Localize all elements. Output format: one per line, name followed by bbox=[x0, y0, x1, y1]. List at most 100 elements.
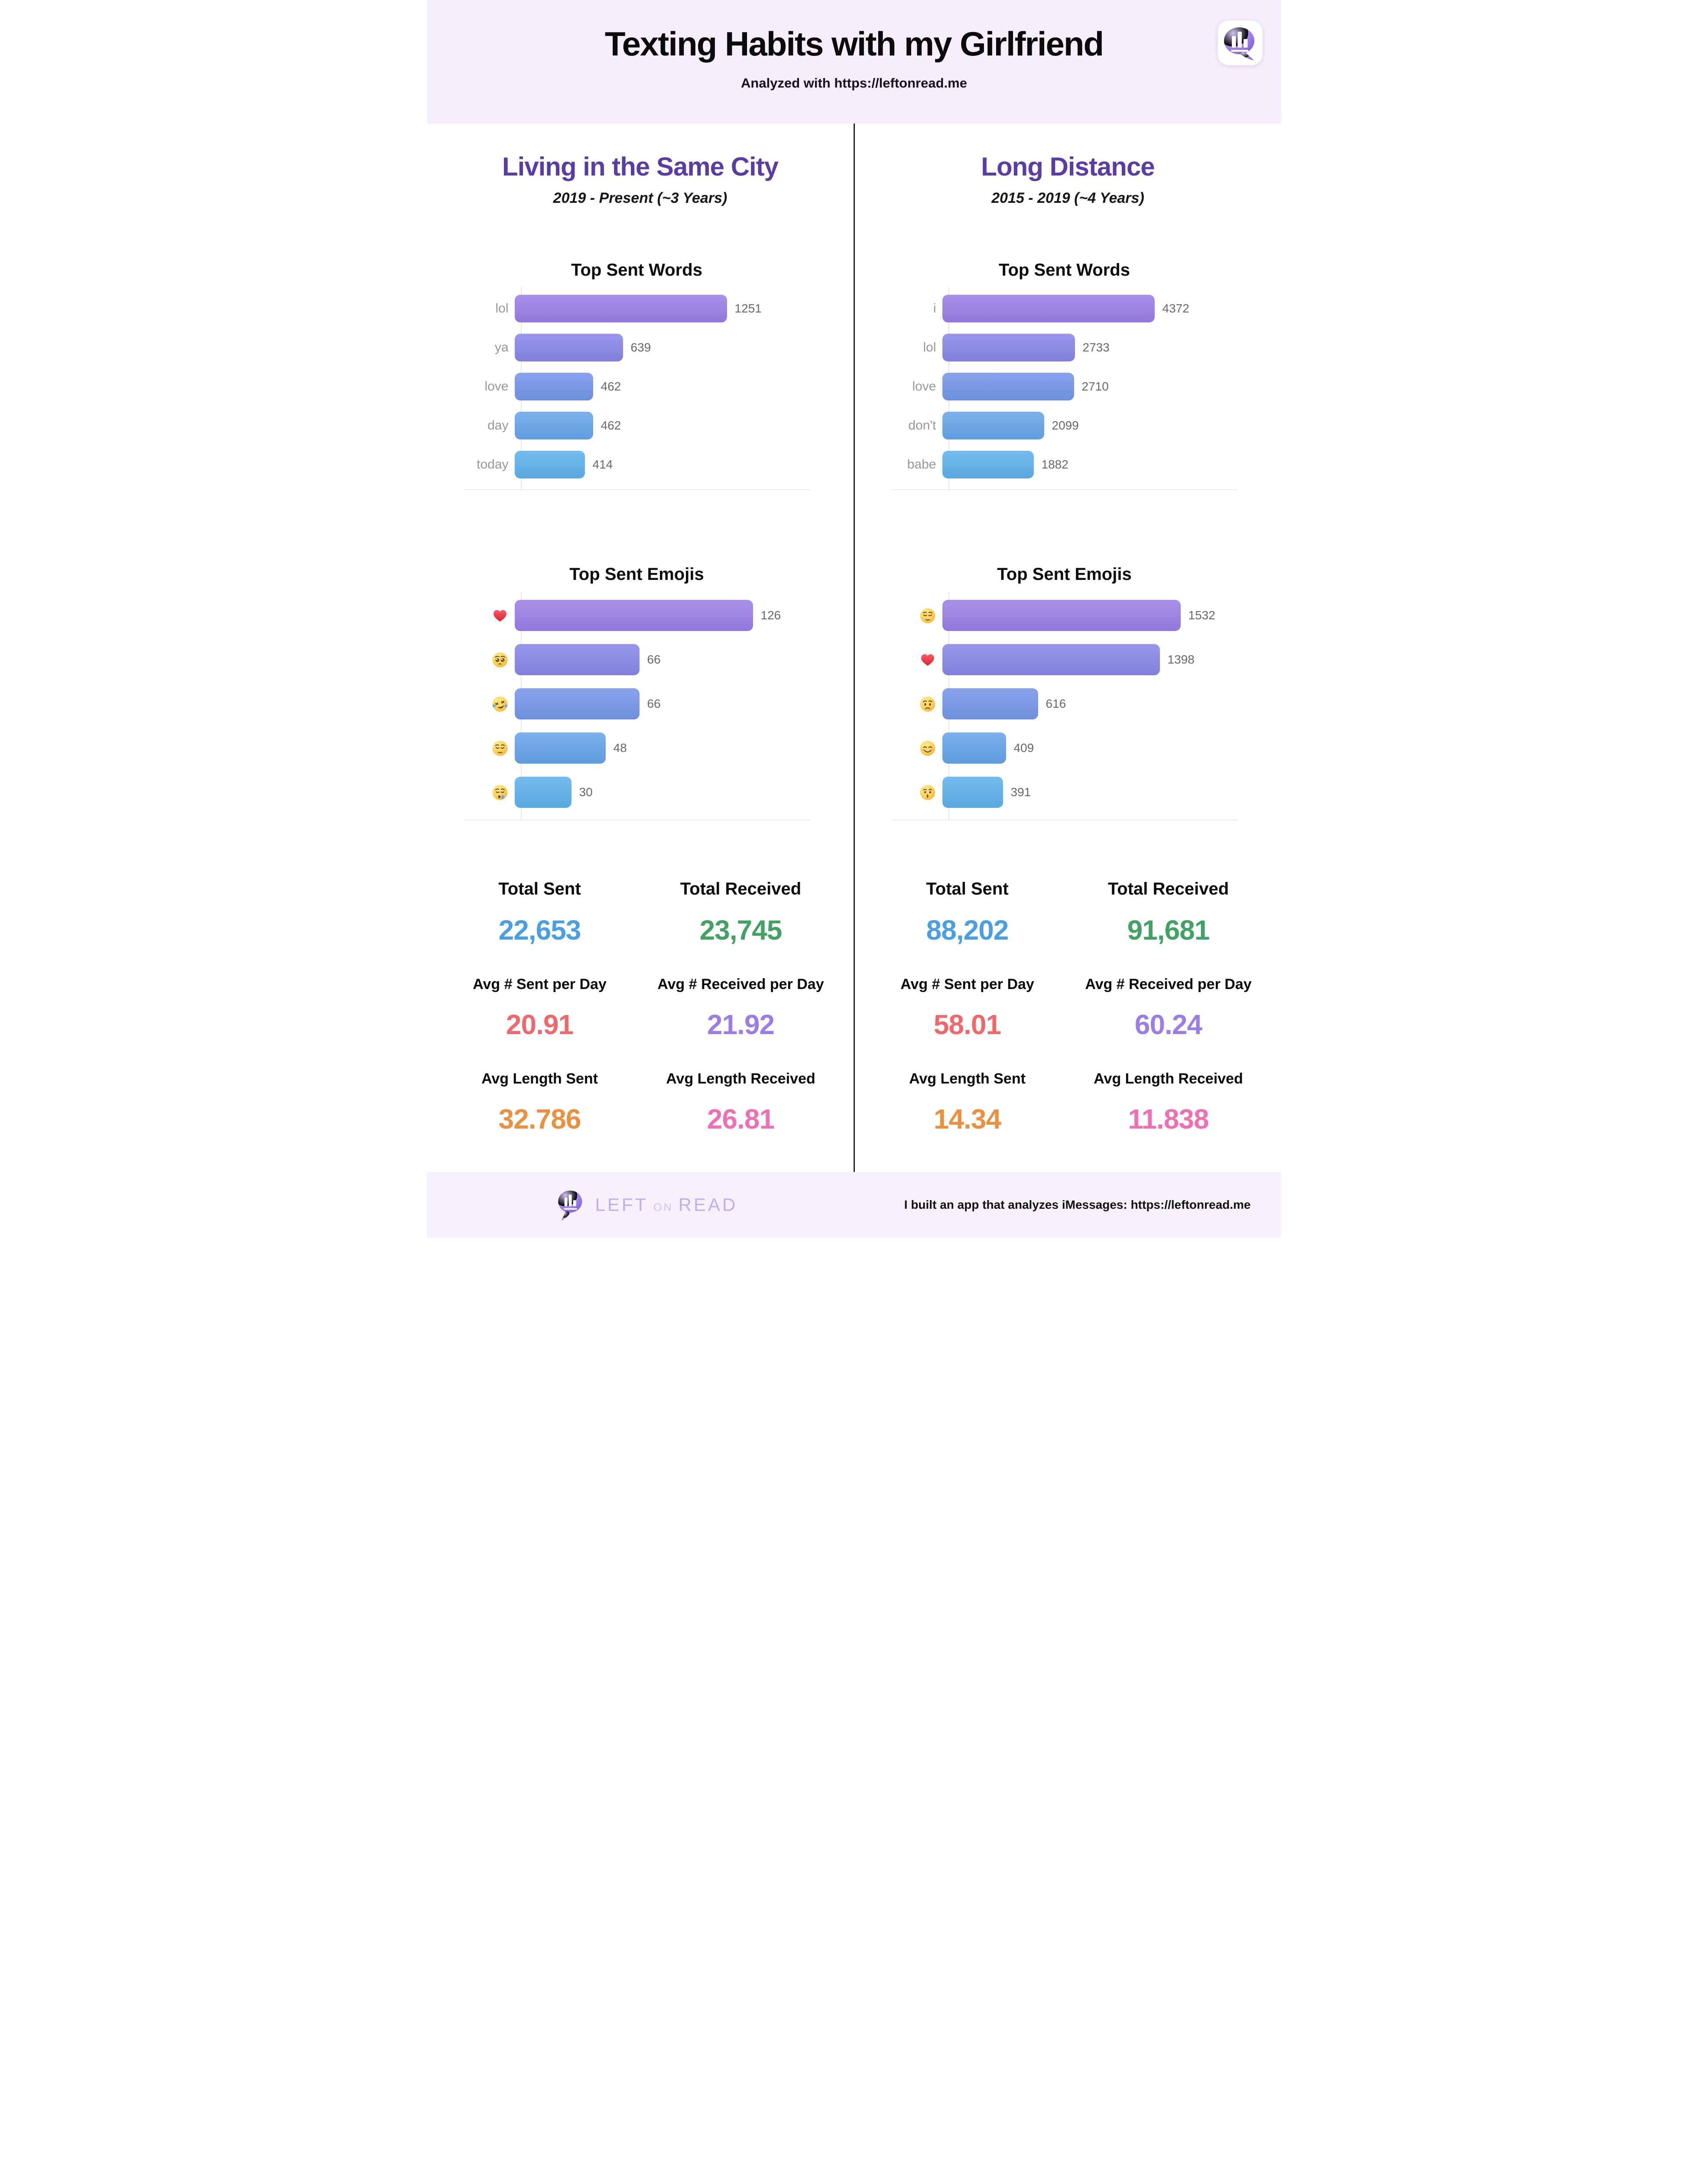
bar-chart-plot: 1532 1398 616 409 391 bbox=[891, 592, 1238, 820]
bar-row: lol 1251 bbox=[464, 289, 810, 328]
leftonread-url: https://leftonread.me bbox=[834, 75, 967, 91]
column-title: Long Distance bbox=[981, 152, 1155, 181]
stat-value: 14.34 bbox=[933, 1103, 1001, 1135]
bar bbox=[514, 412, 593, 439]
stat-value: 21.92 bbox=[707, 1009, 775, 1040]
comparison-columns: Living in the Same City 2019 - Present (… bbox=[427, 124, 1281, 1172]
bar-row: 66 bbox=[464, 682, 810, 726]
stat-total-sent: Total Sent 22,653 bbox=[439, 879, 640, 945]
bar-chart-plot: 126 66 66 48 30 bbox=[463, 592, 810, 820]
emoji-red-heart-icon bbox=[891, 651, 942, 668]
chart-title: Top Sent Emojis bbox=[569, 565, 704, 584]
bar-chart-plot: i 4372 lol 2733 love 2710 don't 2099 babe 1882 bbox=[891, 287, 1238, 490]
stat-value: 26.81 bbox=[707, 1103, 775, 1135]
bar-value: 1251 bbox=[734, 302, 762, 315]
analyzed-with-line: Analyzed with https://leftonread.me bbox=[741, 75, 967, 91]
bar-category-label: today bbox=[477, 457, 509, 472]
bar-value: 462 bbox=[601, 380, 621, 393]
stat-value: 32.786 bbox=[498, 1103, 581, 1135]
chart-title: Top Sent Emojis bbox=[997, 565, 1132, 584]
bar-value: 4372 bbox=[1162, 302, 1189, 315]
stat-value: 23,745 bbox=[699, 914, 783, 946]
stat-total-sent: Total Sent 88,202 bbox=[867, 879, 1068, 945]
bar-track: 2733 bbox=[942, 334, 1238, 361]
bar bbox=[942, 777, 1003, 808]
stat-avg-received-per-day: Avg # Received per Day 21.92 bbox=[640, 975, 841, 1040]
bar bbox=[514, 334, 623, 361]
bar-row: love 462 bbox=[464, 367, 810, 406]
stat-value: 88,202 bbox=[926, 914, 1009, 946]
bar-row: don't 2099 bbox=[891, 406, 1238, 445]
bar-value: 48 bbox=[613, 741, 627, 755]
column-divider bbox=[853, 124, 855, 1172]
bar-track: 126 bbox=[514, 600, 810, 631]
bar bbox=[942, 373, 1074, 400]
stat-value: 91,681 bbox=[1127, 914, 1210, 946]
page-title: Texting Habits with my Girlfriend bbox=[604, 24, 1104, 63]
bar bbox=[942, 732, 1006, 764]
bar-value: 2710 bbox=[1081, 380, 1109, 393]
bar-track: 48 bbox=[514, 732, 810, 764]
bar-track: 409 bbox=[942, 732, 1238, 764]
stat-label: Total Received bbox=[1107, 879, 1229, 898]
bar-track: 639 bbox=[514, 334, 810, 361]
emoji-smiling-face-icon bbox=[891, 739, 942, 757]
bar-value: 66 bbox=[647, 697, 661, 710]
analyzed-with-prefix: Analyzed with bbox=[741, 75, 835, 91]
stat-value: 22,653 bbox=[498, 914, 581, 946]
bar-category-label: lol bbox=[495, 301, 509, 316]
stat-avg-sent-per-day: Avg # Sent per Day 20.91 bbox=[439, 975, 640, 1040]
bar-value: 1882 bbox=[1041, 458, 1068, 471]
bar-row: 409 bbox=[891, 726, 1238, 770]
bar-value: 616 bbox=[1046, 697, 1066, 710]
stat-avg-received-per-day: Avg # Received per Day 60.24 bbox=[1068, 975, 1269, 1040]
bar bbox=[942, 644, 1160, 675]
bar-category-label: don't bbox=[908, 418, 936, 433]
bar-track: 414 bbox=[514, 451, 810, 478]
stat-value: 20.91 bbox=[506, 1009, 574, 1040]
bar-track: 462 bbox=[514, 373, 810, 400]
bar-value: 391 bbox=[1010, 785, 1031, 799]
left-on-read-logo: LEFT ON READ bbox=[555, 1188, 738, 1222]
stat-avg-length-received: Avg Length Received 26.81 bbox=[640, 1069, 841, 1134]
bar-value: 2733 bbox=[1082, 341, 1110, 354]
bar-row: 616 bbox=[891, 682, 1238, 726]
bar-track: 66 bbox=[514, 644, 810, 675]
stat-label: Total Sent bbox=[498, 879, 581, 898]
stat-label: Avg # Received per Day bbox=[1085, 976, 1252, 992]
stat-value: 60.24 bbox=[1134, 1009, 1202, 1040]
bar-category-label: ya bbox=[494, 340, 509, 355]
bar-category-label: day bbox=[487, 418, 509, 433]
bar bbox=[942, 295, 1155, 322]
bar bbox=[514, 600, 753, 631]
bar bbox=[514, 373, 593, 400]
brand-left: LEFT bbox=[595, 1194, 649, 1215]
left-on-read-app-icon bbox=[1218, 20, 1262, 65]
bar-row: i 4372 bbox=[891, 289, 1238, 328]
bar-row: 30 bbox=[464, 770, 810, 814]
bar-row: 126 bbox=[464, 593, 810, 638]
bar-value: 1398 bbox=[1167, 653, 1195, 666]
stat-label: Avg Length Received bbox=[666, 1070, 815, 1087]
column-same-city: Living in the Same City 2019 - Present (… bbox=[427, 124, 854, 1172]
stat-label: Total Sent bbox=[926, 879, 1009, 898]
bar bbox=[514, 777, 571, 808]
bar-track: 1532 bbox=[942, 600, 1238, 631]
stat-label: Avg Length Sent bbox=[481, 1070, 598, 1087]
bar bbox=[942, 412, 1044, 439]
stat-label: Avg # Sent per Day bbox=[473, 976, 607, 992]
chart-top-sent-emojis: Top Sent Emojis 1532 1398 616 409 391 bbox=[891, 564, 1247, 820]
bar-category-label: lol bbox=[923, 340, 936, 355]
emoji-red-heart-icon bbox=[464, 607, 515, 624]
bar-track: 1882 bbox=[942, 451, 1238, 478]
stat-value: 58.01 bbox=[933, 1009, 1001, 1040]
bar bbox=[942, 688, 1038, 719]
bar-row: 391 bbox=[891, 770, 1238, 814]
bar-value: 414 bbox=[592, 458, 613, 471]
bar bbox=[942, 451, 1034, 478]
brand-read: READ bbox=[678, 1194, 738, 1215]
bar-row: 1532 bbox=[891, 593, 1238, 638]
stat-label: Avg # Received per Day bbox=[657, 976, 824, 992]
bar-track: 616 bbox=[942, 688, 1238, 719]
bar-track: 2099 bbox=[942, 412, 1238, 439]
